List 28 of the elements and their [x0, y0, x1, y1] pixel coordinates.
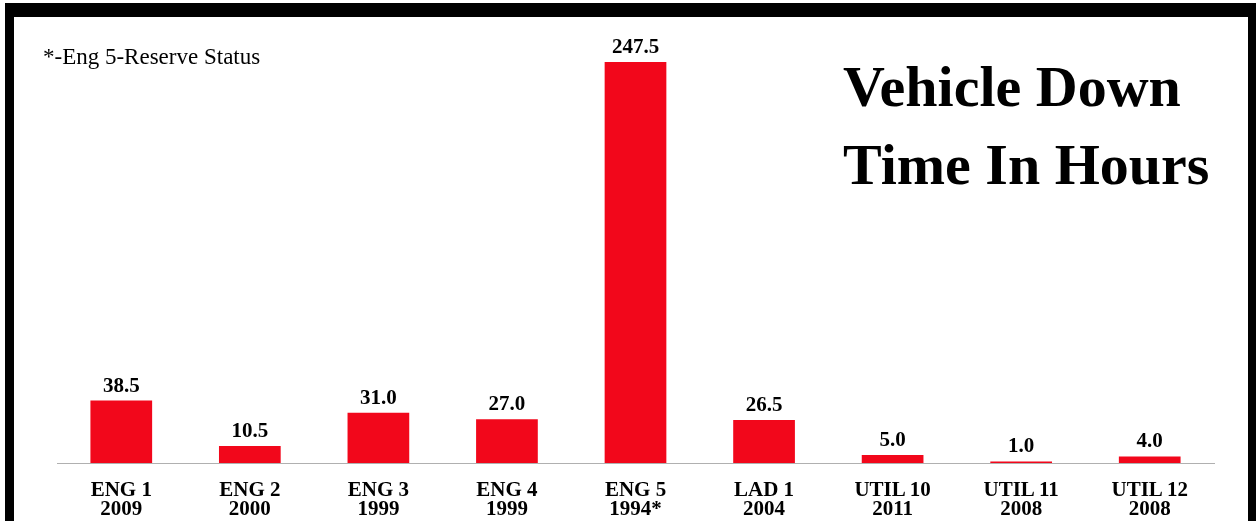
data-label: 4.0 [1136, 428, 1163, 453]
data-label: 1.0 [1008, 433, 1035, 458]
bar [733, 420, 795, 463]
data-label: 10.5 [231, 417, 269, 442]
data-label: 27.0 [488, 391, 526, 416]
bar [476, 419, 538, 463]
annotation: *-Eng 5-Reserve Status [43, 44, 261, 69]
data-label: 31.0 [360, 384, 397, 409]
data-label: 26.5 [745, 391, 783, 416]
x-tick-label: LAD 1 2004 [734, 476, 795, 520]
bar [90, 400, 153, 463]
x-tick-label: ENG 3 1999 [347, 476, 410, 520]
bar [861, 454, 924, 463]
x-tick-label: UTIL 10 2011 [854, 476, 931, 520]
bar [1118, 456, 1181, 463]
x-tick-label: UTIL 11 2008 [983, 476, 1059, 520]
x-tick-label: ENG 2 2000 [219, 476, 281, 520]
data-label: 38.5 [102, 372, 140, 397]
x-tick-label: ENG 1 2009 [90, 476, 152, 520]
x-tick-label: UTIL 12 2008 [1111, 476, 1188, 520]
text: Vehicle Down Time In Hours [843, 53, 1211, 199]
bar [604, 62, 667, 463]
x-tick-label: ENG 5 1994* [604, 476, 667, 520]
bar [347, 412, 410, 463]
data-label: 5.0 [879, 426, 906, 451]
data-label: 247.5 [611, 33, 660, 58]
bar [218, 445, 281, 463]
x-tick-label: ENG 4 1999 [476, 476, 539, 520]
